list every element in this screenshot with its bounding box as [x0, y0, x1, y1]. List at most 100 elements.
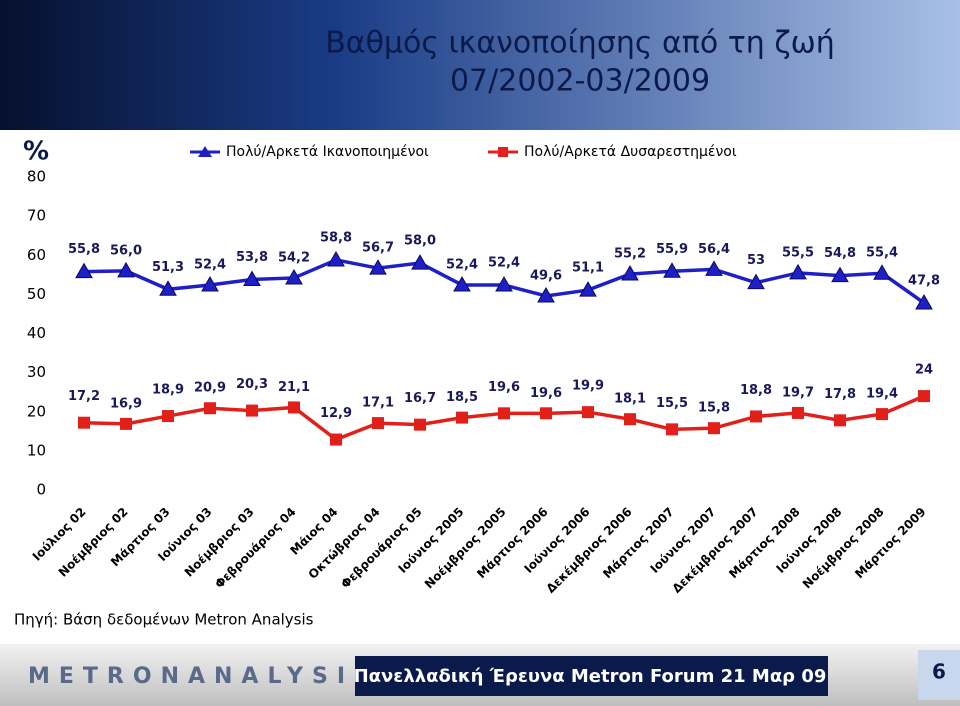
marker [747, 273, 765, 290]
value-label: 58,0 [404, 234, 436, 249]
value-label: 19,7 [782, 385, 814, 400]
value-label: 21,1 [278, 380, 310, 395]
marker [414, 418, 426, 431]
x-tick-label: Μάρτιος 2006 [474, 505, 550, 581]
marker [204, 402, 216, 415]
chart-title: Βαθμός ικανοποίησης από τη ζωή [325, 26, 835, 61]
source: Πηγή: Βάση δεδομένων Metron Analysis [14, 611, 314, 629]
value-label: 55,4 [866, 246, 898, 261]
marker [579, 281, 597, 297]
legend-label: Πολύ/Αρκετά Δυσαρεστημένοι [524, 144, 737, 160]
y-tick-label: 20 [27, 402, 46, 420]
marker [285, 268, 303, 285]
marker [789, 263, 807, 280]
value-label: 20,9 [194, 381, 226, 396]
value-label: 18,1 [614, 392, 646, 407]
x-tick-label: Μάρτιος 2008 [726, 505, 802, 581]
y-tick-label: 70 [27, 207, 46, 225]
value-label: 15,8 [698, 401, 730, 416]
x-tick-label: Νοέμβριος 2008 [800, 505, 887, 592]
marker [708, 422, 720, 435]
marker [750, 410, 762, 423]
value-label: 18,8 [740, 383, 772, 398]
value-label: 17,2 [68, 389, 100, 404]
value-label: 55,8 [68, 242, 100, 257]
value-label: 53 [747, 253, 765, 268]
marker [117, 261, 135, 278]
value-label: 51,3 [152, 260, 184, 275]
marker [540, 407, 552, 420]
value-label: 55,2 [614, 247, 646, 262]
value-label: 52,4 [488, 255, 520, 270]
marker [456, 411, 468, 424]
marker [624, 413, 636, 426]
value-label: 24 [915, 363, 933, 378]
footer-text: Πανελλαδική Έρευνα Metron Forum 21 Μαρ 0… [354, 666, 827, 687]
value-label: 56,4 [698, 242, 730, 257]
marker [873, 264, 891, 280]
marker [75, 262, 93, 279]
page-number: 6 [932, 660, 946, 684]
value-label: 15,5 [656, 396, 688, 411]
y-unit: % [23, 137, 49, 167]
legend-label: Πολύ/Αρκετά Ικανοποιημένοι [226, 144, 429, 160]
marker [411, 254, 429, 270]
y-tick-label: 60 [27, 246, 46, 264]
marker [201, 275, 219, 292]
value-label: 55,9 [656, 242, 688, 257]
marker [120, 417, 132, 430]
value-label: 54,2 [278, 250, 310, 265]
value-label: 58,8 [320, 230, 352, 245]
value-label: 53,8 [236, 250, 268, 265]
marker [327, 250, 345, 267]
value-label: 18,9 [152, 383, 184, 398]
value-label: 55,5 [782, 245, 814, 260]
marker [78, 416, 90, 429]
value-label: 56,0 [110, 243, 142, 258]
marker [621, 265, 639, 281]
marker [495, 275, 513, 292]
page-box [918, 650, 960, 700]
marker [915, 293, 933, 310]
marker [834, 414, 846, 427]
header-bg [0, 0, 960, 130]
value-label: 47,8 [908, 273, 940, 288]
marker [582, 406, 594, 419]
y-tick-label: 0 [36, 481, 46, 499]
legend-marker [198, 146, 212, 157]
x-tick-label: Νοέμβριος 2005 [422, 505, 509, 592]
marker [705, 260, 723, 276]
marker [918, 390, 930, 403]
x-tick-label: Φεβρουάριος 05 [338, 505, 424, 591]
value-label: 49,6 [530, 268, 562, 283]
value-label: 56,7 [362, 241, 394, 256]
y-tick-label: 40 [27, 324, 46, 342]
value-label: 19,6 [530, 386, 562, 401]
value-label: 52,4 [446, 257, 478, 272]
marker [453, 275, 471, 292]
value-label: 16,9 [110, 396, 142, 411]
y-tick-label: 50 [27, 285, 46, 303]
y-tick-label: 30 [27, 363, 46, 381]
legend-marker [498, 147, 508, 157]
value-label: 12,9 [320, 406, 352, 421]
value-label: 19,4 [866, 387, 898, 402]
marker [372, 417, 384, 430]
marker [792, 406, 804, 419]
x-tick-label: Φεβρουάριος 04 [212, 505, 298, 591]
y-tick-label: 80 [27, 168, 46, 186]
marker [243, 270, 261, 287]
value-label: 17,1 [362, 396, 394, 411]
marker [498, 407, 510, 420]
y-tick-label: 10 [27, 441, 46, 459]
value-label: 54,8 [824, 246, 856, 261]
value-label: 52,4 [194, 257, 226, 272]
marker [876, 408, 888, 421]
marker [330, 433, 342, 446]
value-label: 51,1 [572, 261, 604, 276]
value-label: 20,3 [236, 377, 268, 392]
marker [666, 423, 678, 436]
x-tick-label: Μάρτιος 2007 [600, 505, 676, 581]
value-label: 19,6 [488, 380, 520, 395]
